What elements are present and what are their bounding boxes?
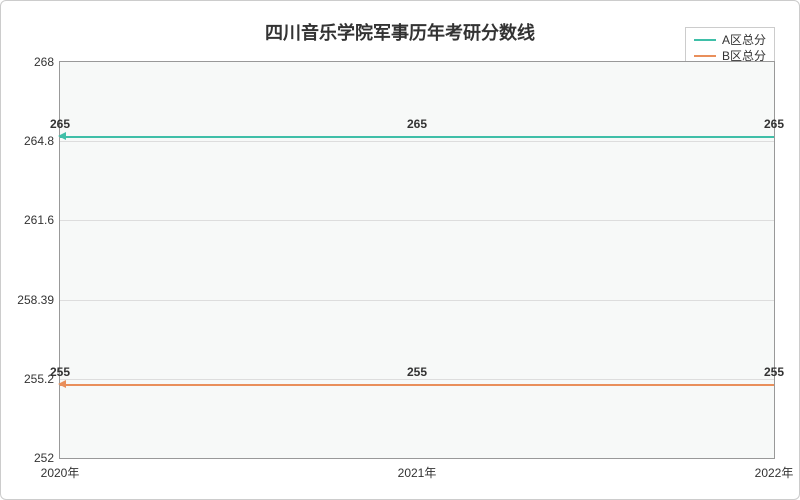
- gridline: [60, 300, 774, 301]
- x-tick-label: 2021年: [398, 458, 437, 481]
- point-label: 265: [762, 117, 786, 131]
- gridline: [60, 379, 774, 380]
- gridline: [60, 141, 774, 142]
- y-tick-label: 268: [34, 55, 60, 69]
- legend-label-a: A区总分: [722, 32, 766, 48]
- legend-swatch-b: [694, 55, 716, 57]
- legend-swatch-a: [694, 39, 716, 41]
- legend-item-a: A区总分: [694, 32, 766, 48]
- y-tick-label: 258.39: [17, 293, 60, 307]
- series-line: [60, 136, 774, 138]
- plot-area: 252255.2258.39261.6264.82682020年2021年202…: [59, 61, 775, 459]
- arrow-left-icon: [58, 380, 66, 388]
- x-tick-label: 2020年: [41, 458, 80, 481]
- point-label: 255: [48, 365, 72, 379]
- arrow-left-icon: [58, 132, 66, 140]
- series-line: [60, 384, 774, 386]
- point-label: 255: [405, 365, 429, 379]
- point-label: 265: [48, 117, 72, 131]
- x-tick-label: 2022年: [755, 458, 794, 481]
- gridline: [60, 220, 774, 221]
- chart-container: 四川音乐学院军事历年考研分数线 A区总分 B区总分 252255.2258.39…: [0, 0, 800, 500]
- y-tick-label: 261.6: [24, 213, 60, 227]
- point-label: 255: [762, 365, 786, 379]
- point-label: 265: [405, 117, 429, 131]
- y-tick-label: 264.8: [24, 134, 60, 148]
- chart-title: 四川音乐学院军事历年考研分数线: [1, 19, 799, 45]
